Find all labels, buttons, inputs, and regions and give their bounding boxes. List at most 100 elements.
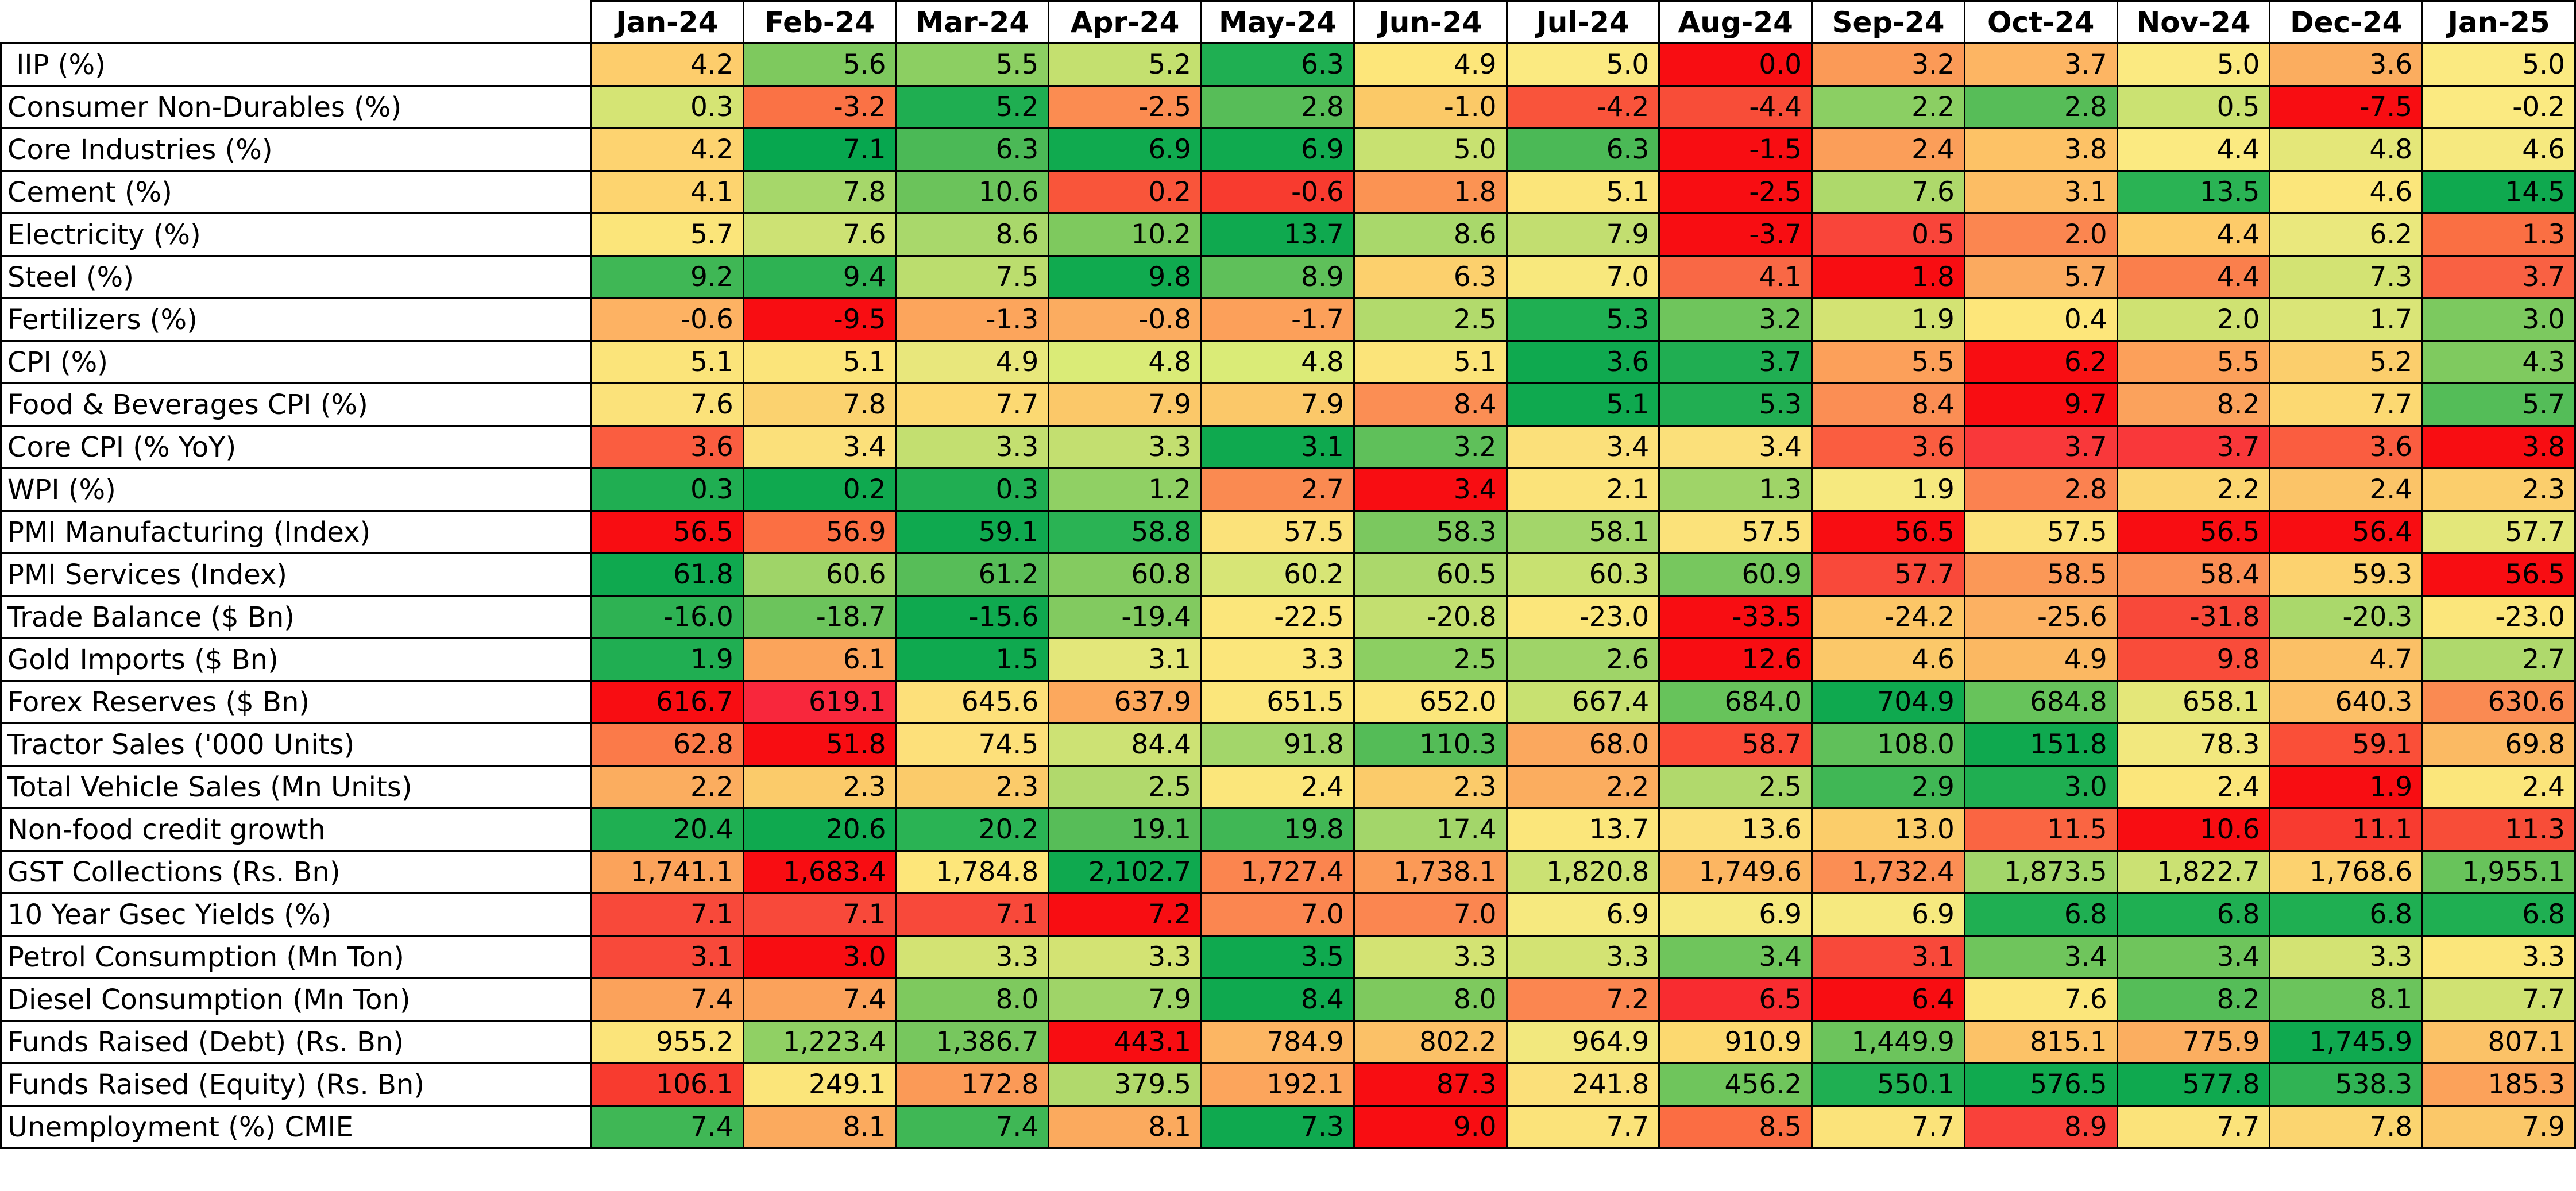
value-cell: 69.8 bbox=[2421, 722, 2576, 767]
value-cell: 667.4 bbox=[1505, 680, 1660, 724]
value-cell: 815.1 bbox=[1963, 1020, 2118, 1064]
value-cell: 1.8 bbox=[1353, 170, 1508, 214]
value-cell: 192.1 bbox=[1200, 1062, 1355, 1107]
indicator-label: Fertilizers (%) bbox=[0, 297, 592, 342]
month-header-cell: Apr-24 bbox=[1048, 0, 1203, 44]
value-cell: 1.9 bbox=[1811, 297, 1965, 342]
month-header-cell: Jan-25 bbox=[2421, 0, 2576, 44]
value-cell: 3.7 bbox=[1658, 340, 1813, 384]
value-cell: 60.5 bbox=[1353, 552, 1508, 597]
value-cell: 2.2 bbox=[1811, 85, 1965, 129]
value-cell: 456.2 bbox=[1658, 1062, 1813, 1107]
value-cell: 3.4 bbox=[1658, 425, 1813, 469]
value-cell: 637.9 bbox=[1048, 680, 1203, 724]
table-row: Fertilizers (%) -0.6 -9.5 -1.3 -0.8 -1.7 2.5 5.… bbox=[0, 297, 2576, 342]
value-cell: 5.0 bbox=[1353, 127, 1508, 172]
value-cell: 640.3 bbox=[2269, 680, 2424, 724]
value-cell: -1.0 bbox=[1353, 85, 1508, 129]
value-cell: -0.2 bbox=[2421, 85, 2576, 129]
month-header: Jan-24 Feb-24 Mar-24 Apr-24 May-24 Jun-24 Jul-… bbox=[0, 0, 2576, 44]
value-cell: 11.1 bbox=[2269, 807, 2424, 852]
indicator-label: WPI (%) bbox=[0, 467, 592, 512]
value-cell: 1,955.1 bbox=[2421, 850, 2576, 894]
value-cell: -0.6 bbox=[589, 297, 744, 342]
value-cell: 57.5 bbox=[1200, 510, 1355, 554]
value-cell: 658.1 bbox=[2116, 680, 2271, 724]
value-cell: 8.2 bbox=[2116, 977, 2271, 1022]
value-cell: -22.5 bbox=[1200, 595, 1355, 639]
value-cell: 60.3 bbox=[1505, 552, 1660, 597]
value-cell: 7.9 bbox=[1505, 212, 1660, 257]
value-cell: 13.7 bbox=[1200, 212, 1355, 257]
value-cell: 7.7 bbox=[2269, 382, 2424, 427]
value-cell: 4.9 bbox=[1963, 637, 2118, 682]
value-cell: 6.5 bbox=[1658, 977, 1813, 1022]
value-cell: 3.4 bbox=[1963, 935, 2118, 979]
value-cell: 577.8 bbox=[2116, 1062, 2271, 1107]
value-cell: 7.3 bbox=[2269, 255, 2424, 299]
value-cell: 8.1 bbox=[1048, 1105, 1203, 1149]
table-row: Consumer Non-Durables (%) 0.3 -3.2 5.2 -2.5 2… bbox=[0, 85, 2576, 129]
value-cell: 56.4 bbox=[2269, 510, 2424, 554]
value-cell: 1,873.5 bbox=[1963, 850, 2118, 894]
value-cell: 6.8 bbox=[1963, 892, 2118, 937]
table-row: IIP (%) 4.2 5.6 5.5 5.2 6.3 4.9 5.0 0.0 3.2 3.7 5.0… bbox=[0, 42, 2576, 87]
value-cell: 3.2 bbox=[1353, 425, 1508, 469]
value-cell: 58.3 bbox=[1353, 510, 1508, 554]
value-cell: 4.3 bbox=[2421, 340, 2576, 384]
value-cell: 2.4 bbox=[2116, 765, 2271, 809]
value-cell: 5.5 bbox=[1811, 340, 1965, 384]
indicator-label: Non-food credit growth bbox=[0, 807, 592, 852]
value-cell: 17.4 bbox=[1353, 807, 1508, 852]
value-cell: 576.5 bbox=[1963, 1062, 2118, 1107]
month-header-cell: May-24 bbox=[1200, 0, 1355, 44]
value-cell: 10.6 bbox=[895, 170, 1050, 214]
value-cell: 1,741.1 bbox=[589, 850, 744, 894]
indicator-label: Steel (%) bbox=[0, 255, 592, 299]
value-cell: 443.1 bbox=[1048, 1020, 1203, 1064]
value-cell: -2.5 bbox=[1658, 170, 1813, 214]
value-cell: 2.1 bbox=[1505, 467, 1660, 512]
month-header-cell: Feb-24 bbox=[742, 0, 897, 44]
indicator-label: Core CPI (% YoY) bbox=[0, 425, 592, 469]
value-cell: 1.3 bbox=[1658, 467, 1813, 512]
value-cell: 5.1 bbox=[589, 340, 744, 384]
value-cell: 2.4 bbox=[1200, 765, 1355, 809]
value-cell: 955.2 bbox=[589, 1020, 744, 1064]
table-row: 10 Year Gsec Yields (%) 7.1 7.1 7.1 7.2 7.0 7.… bbox=[0, 892, 2576, 937]
value-cell: 3.3 bbox=[1048, 425, 1203, 469]
value-cell: 241.8 bbox=[1505, 1062, 1660, 1107]
table-row: Funds Raised (Debt) (Rs. Bn) 955.2 1,223.4… bbox=[0, 1020, 2576, 1064]
value-cell: 7.6 bbox=[1963, 977, 2118, 1022]
value-cell: 2.8 bbox=[1200, 85, 1355, 129]
value-cell: 7.8 bbox=[742, 170, 897, 214]
indicator-label: Diesel Consumption (Mn Ton) bbox=[0, 977, 592, 1022]
value-cell: 7.9 bbox=[2421, 1105, 2576, 1149]
value-cell: 4.1 bbox=[1658, 255, 1813, 299]
indicator-label: GST Collections (Rs. Bn) bbox=[0, 850, 592, 894]
value-cell: 2.8 bbox=[1963, 85, 2118, 129]
value-cell: 0.3 bbox=[589, 85, 744, 129]
month-header-cell: Nov-24 bbox=[2116, 0, 2271, 44]
indicator-label: IIP (%) bbox=[0, 42, 592, 87]
value-cell: 60.8 bbox=[1048, 552, 1203, 597]
value-cell: 0.3 bbox=[895, 467, 1050, 512]
value-cell: 249.1 bbox=[742, 1062, 897, 1107]
indicator-label: Tractor Sales ('000 Units) bbox=[0, 722, 592, 767]
value-cell: 6.1 bbox=[742, 637, 897, 682]
value-cell: -7.5 bbox=[2269, 85, 2424, 129]
indicator-label: Food & Beverages CPI (%) bbox=[0, 382, 592, 427]
value-cell: 3.6 bbox=[2269, 425, 2424, 469]
month-header-cell: Jul-24 bbox=[1505, 0, 1660, 44]
value-cell: 8.1 bbox=[742, 1105, 897, 1149]
value-cell: 56.9 bbox=[742, 510, 897, 554]
value-cell: 652.0 bbox=[1353, 680, 1508, 724]
value-cell: 9.8 bbox=[2116, 637, 2271, 682]
value-cell: 2.8 bbox=[1963, 467, 2118, 512]
value-cell: 3.3 bbox=[1048, 935, 1203, 979]
value-cell: 6.9 bbox=[1658, 892, 1813, 937]
value-cell: 550.1 bbox=[1811, 1062, 1965, 1107]
value-cell: 4.7 bbox=[2269, 637, 2424, 682]
value-cell: 6.9 bbox=[1200, 127, 1355, 172]
value-cell: 3.3 bbox=[1353, 935, 1508, 979]
